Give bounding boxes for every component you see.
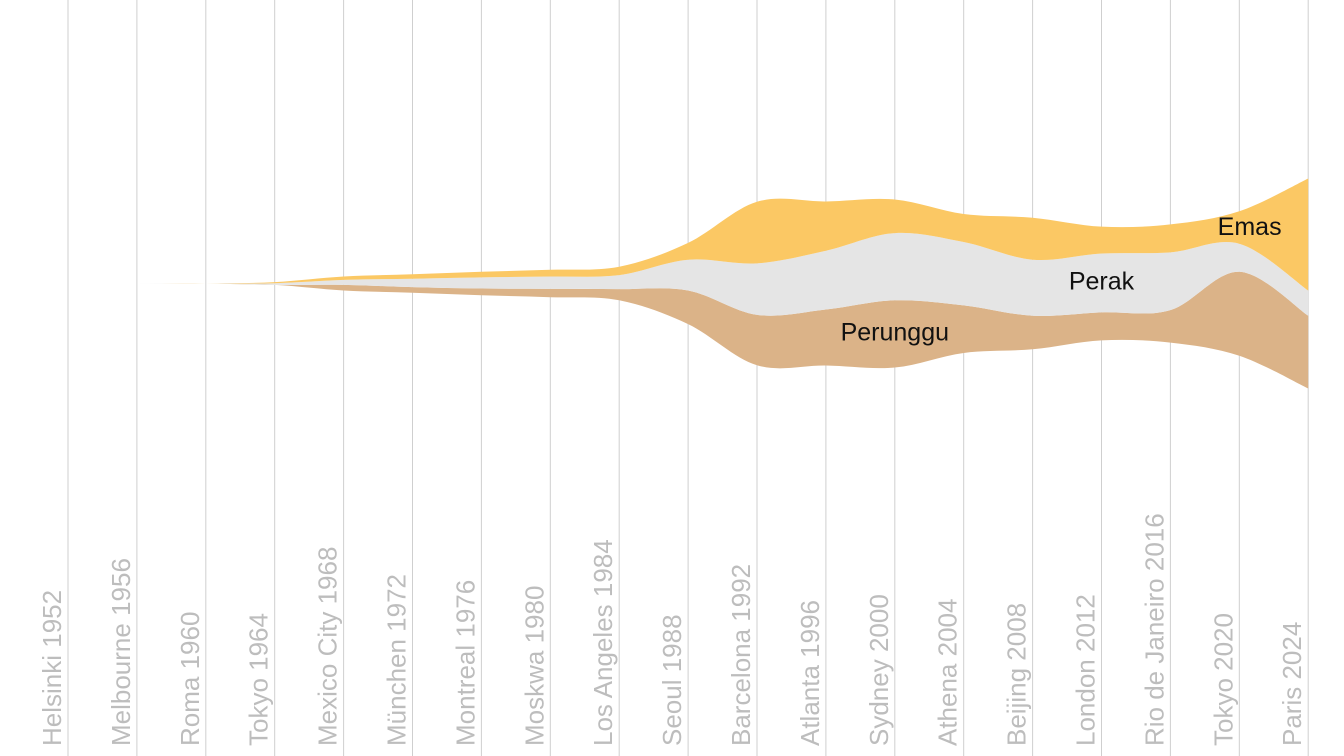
x-tick-label: Moskwa 1980 (519, 586, 549, 746)
x-tick-label: Sydney 2000 (864, 594, 894, 746)
area-perunggu (68, 271, 1309, 389)
x-tick-label: Athena 2004 (933, 599, 963, 746)
area-perak (68, 232, 1309, 316)
series-label-emas: Emas (1218, 213, 1282, 241)
area-emas (68, 178, 1309, 291)
x-tick-label: Seoul 1988 (657, 614, 687, 746)
x-tick-label: Roma 1960 (175, 612, 205, 746)
gridlines (67, 0, 1309, 756)
x-tick-labels: Helsinki 1952 Melbourne 1956 Roma 1960 Toky… (37, 513, 1307, 746)
x-tick-label: Tokyo 1964 (244, 613, 274, 746)
x-tick-label: Los Angeles 1984 (588, 539, 618, 746)
x-tick-label: Mexico City 1968 (313, 547, 343, 746)
x-tick-label: Melbourne 1956 (106, 558, 136, 746)
x-tick-label: München 1972 (382, 574, 412, 746)
series-labels: Perunggu Perak Emas (841, 213, 1282, 346)
x-tick-label: Barcelona 1992 (726, 564, 756, 746)
series-label-perak: Perak (1069, 268, 1135, 296)
x-tick-label: Paris 2024 (1277, 622, 1307, 746)
x-tick-label: Tokyo 2020 (1208, 613, 1238, 746)
x-tick-label: Helsinki 1952 (37, 590, 67, 746)
x-tick-label: Rio de Janeiro 2016 (1139, 513, 1169, 746)
x-tick-label: Atlanta 1996 (795, 600, 825, 746)
x-tick-label: London 2012 (1071, 594, 1101, 746)
stream-areas (68, 178, 1309, 389)
x-tick-label: Montreal 1976 (450, 580, 480, 746)
x-tick-label: Beijing 2008 (1002, 603, 1032, 746)
series-label-perunggu: Perunggu (841, 319, 949, 347)
